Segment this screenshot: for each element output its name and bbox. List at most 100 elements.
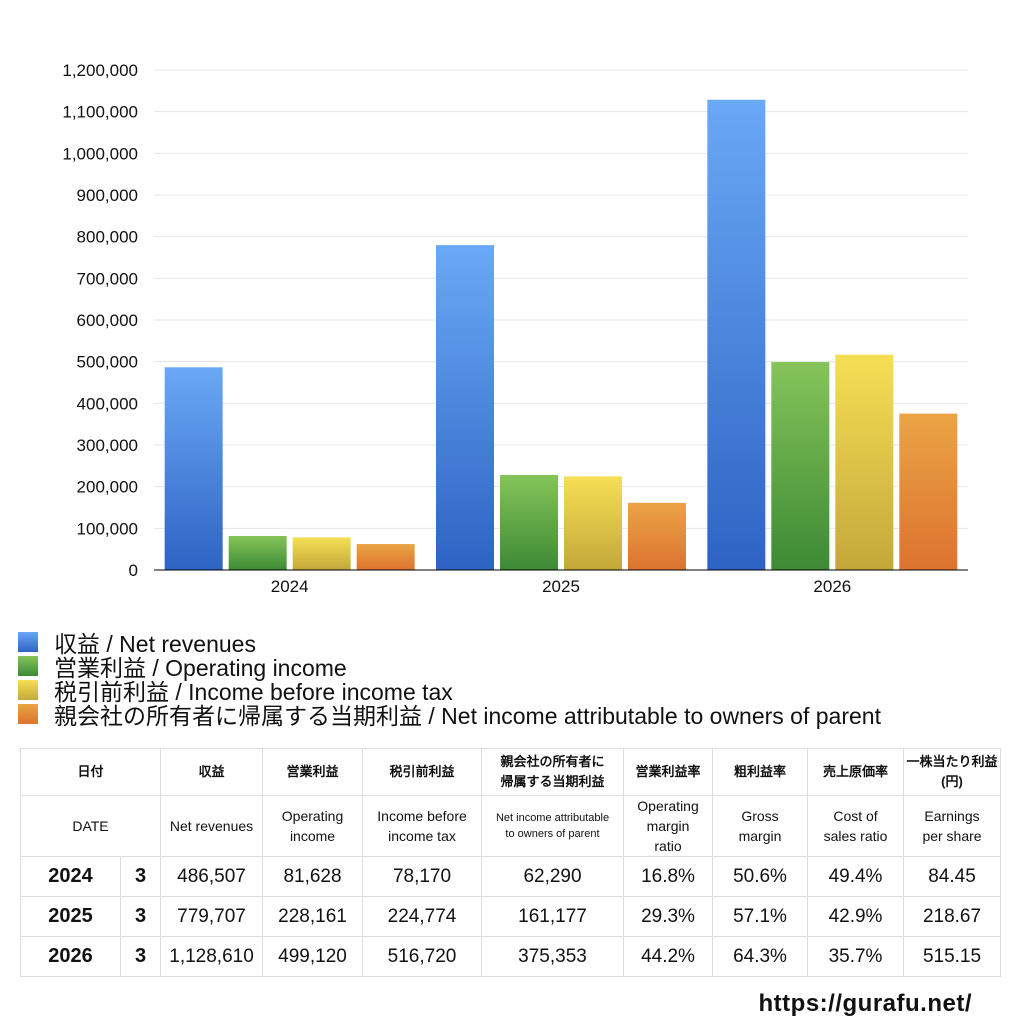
y-tick-label: 400,000 bbox=[77, 394, 138, 413]
cell-income-before-tax: 516,720 bbox=[362, 936, 483, 977]
cell-eps: 84.45 bbox=[903, 856, 1002, 897]
header-operating-margin-en: Operating margin ratio bbox=[623, 795, 714, 857]
header-line: Cost of bbox=[833, 808, 878, 824]
legend-label: 収益 / Net revenues bbox=[54, 631, 256, 657]
header-line: to owners of parent bbox=[505, 828, 600, 840]
y-tick-label: 0 bbox=[129, 561, 138, 580]
header-date-en: DATE bbox=[19, 795, 162, 857]
cell-net-income: 161,177 bbox=[481, 896, 625, 937]
header-line: Net income attributable bbox=[495, 812, 610, 824]
legend-item-income-before-tax: 税引前利益 / Income before income tax bbox=[18, 678, 1018, 705]
header-line: 親会社の所有者に bbox=[500, 754, 605, 769]
cell-gross-margin: 64.3% bbox=[712, 936, 809, 977]
bar bbox=[899, 413, 958, 570]
legend-swatch bbox=[18, 704, 38, 724]
bar bbox=[771, 362, 830, 570]
header-eps-jp: 一株当たり利益 (円) bbox=[903, 748, 1002, 796]
cell-operating-margin: 29.3% bbox=[623, 896, 714, 937]
cell-year: 2026 bbox=[20, 936, 121, 977]
cell-gross-margin: 50.6% bbox=[712, 856, 809, 897]
legend-label: 親会社の所有者に帰属する当期利益 / Net income attributab… bbox=[54, 703, 881, 729]
cell-income-before-tax: 224,774 bbox=[362, 896, 483, 937]
header-line: Earnings bbox=[924, 808, 980, 824]
x-tick-label: 2026 bbox=[813, 577, 851, 596]
header-operating-income-jp: 営業利益 bbox=[262, 748, 364, 796]
bar-chart: 0 100,000 200,000 300,000 400,000 500,000 600,… bbox=[62, 61, 968, 596]
table-row: 2024 3 486,507 81,628 78,170 62,290 16.8… bbox=[20, 856, 1002, 897]
source-url: https://gurafu.net/ bbox=[758, 990, 972, 1017]
cell-revenues: 1,128,610 bbox=[160, 936, 264, 977]
bar bbox=[500, 474, 558, 570]
y-tick-label: 200,000 bbox=[77, 478, 138, 497]
bar bbox=[292, 537, 351, 570]
y-axis-ticks: 0 100,000 200,000 300,000 400,000 500,000 600,… bbox=[62, 61, 138, 580]
legend-swatch bbox=[18, 656, 38, 676]
header-line: income bbox=[289, 828, 336, 844]
header-net-income-en: Net income attributable to owners of pare… bbox=[481, 795, 625, 857]
header-line: margin bbox=[646, 818, 690, 834]
legend-item-operating-income: 営業利益 / Operating income bbox=[18, 654, 1018, 681]
header-operating-income-en: Operating income bbox=[262, 795, 364, 857]
header-operating-margin-jp: 営業利益率 bbox=[623, 748, 714, 796]
x-tick-label: 2025 bbox=[542, 577, 580, 596]
header-line: 一株当たり利益 bbox=[906, 754, 998, 769]
cell-cost-ratio: 35.7% bbox=[807, 936, 905, 977]
legend-item-net-revenues: 収益 / Net revenues bbox=[18, 630, 1018, 657]
header-line: Income before bbox=[377, 808, 467, 824]
header-gross-margin-en: Gross margin bbox=[712, 795, 809, 857]
legend: 収益 / Net revenues 営業利益 / Operating incom… bbox=[18, 630, 1018, 729]
legend-label: 税引前利益 / Income before income tax bbox=[54, 679, 453, 705]
y-tick-label: 800,000 bbox=[77, 228, 138, 247]
header-line: Operating bbox=[281, 808, 344, 824]
header-income-before-tax-jp: 税引前利益 bbox=[362, 748, 483, 796]
bar bbox=[835, 354, 894, 570]
cell-net-income: 62,290 bbox=[481, 856, 625, 897]
bar bbox=[164, 367, 223, 570]
bar bbox=[628, 502, 686, 570]
header-revenues-en: Net revenues bbox=[160, 795, 264, 857]
header-line: income tax bbox=[388, 828, 456, 844]
cell-net-income: 375,353 bbox=[481, 936, 625, 977]
cell-revenues: 486,507 bbox=[160, 856, 264, 897]
y-tick-label: 500,000 bbox=[77, 353, 138, 372]
x-axis-ticks: 2024 2025 2026 bbox=[271, 577, 851, 596]
header-date-jp: 日付 bbox=[19, 748, 162, 796]
header-line: sales ratio bbox=[823, 828, 888, 844]
legend-item-net-income: 親会社の所有者に帰属する当期利益 / Net income attributab… bbox=[18, 702, 1018, 729]
header-net-income-jp: 親会社の所有者に 帰属する当期利益 bbox=[481, 748, 625, 796]
cell-month: 3 bbox=[119, 936, 162, 977]
bar bbox=[436, 245, 494, 571]
cell-month: 3 bbox=[119, 856, 162, 897]
cell-eps: 515.15 bbox=[903, 936, 1002, 977]
cell-cost-ratio: 42.9% bbox=[807, 896, 905, 937]
cell-operating-income: 499,120 bbox=[262, 936, 364, 977]
cell-month: 3 bbox=[119, 896, 162, 937]
bar bbox=[707, 99, 766, 570]
cell-revenues: 779,707 bbox=[160, 896, 264, 937]
legend-label: 営業利益 / Operating income bbox=[54, 655, 347, 681]
table-header-en: DATE Net revenues Operating income Income… bbox=[19, 795, 1002, 857]
header-eps-en: Earnings per share bbox=[903, 795, 1002, 857]
header-cost-ratio-en: Cost of sales ratio bbox=[807, 795, 905, 857]
header-income-before-tax-en: Income before income tax bbox=[362, 795, 483, 857]
bar bbox=[564, 476, 622, 570]
bars bbox=[164, 99, 958, 571]
cell-income-before-tax: 78,170 bbox=[362, 856, 483, 897]
cell-eps: 218.67 bbox=[903, 896, 1002, 937]
y-tick-label: 1,200,000 bbox=[62, 61, 138, 80]
table-row: 2026 3 1,128,610 499,120 516,720 375,353… bbox=[20, 936, 1002, 977]
y-tick-label: 300,000 bbox=[77, 436, 138, 455]
x-tick-label: 2024 bbox=[271, 577, 309, 596]
cell-year: 2025 bbox=[20, 896, 121, 937]
cell-operating-margin: 16.8% bbox=[623, 856, 714, 897]
y-tick-label: 100,000 bbox=[77, 519, 138, 538]
header-line: per share bbox=[922, 828, 982, 844]
header-line: (円) bbox=[941, 774, 963, 789]
cell-operating-income: 228,161 bbox=[262, 896, 364, 937]
header-gross-margin-jp: 粗利益率 bbox=[712, 748, 809, 796]
header-line: margin bbox=[738, 828, 782, 844]
y-tick-label: 1,000,000 bbox=[62, 144, 138, 163]
header-line: Gross bbox=[741, 808, 779, 824]
cell-year: 2024 bbox=[20, 856, 121, 897]
header-revenues-jp: 収益 bbox=[160, 748, 264, 796]
